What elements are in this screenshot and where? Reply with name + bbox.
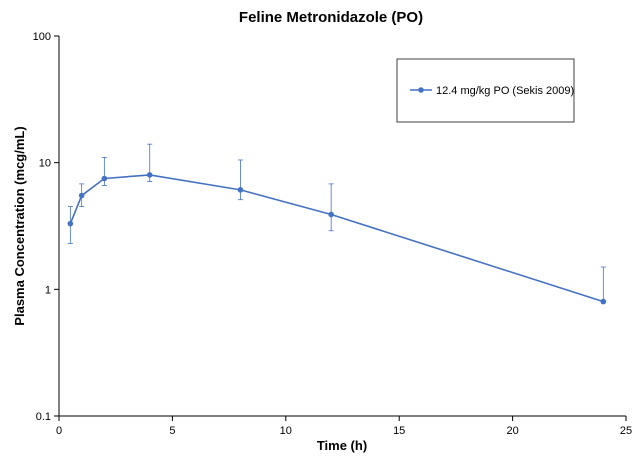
x-tick-label: 0 [56, 425, 62, 437]
data-point [78, 192, 85, 199]
axes [58, 36, 626, 417]
x-tick-label: 10 [280, 425, 292, 437]
x-axis-title: Time (h) [317, 438, 367, 453]
chart-title: Feline Metronidazole (PO) [239, 9, 423, 26]
legend-entry-label: 12.4 mg/kg PO (Sekis 2009) [436, 85, 574, 97]
plot-area [67, 143, 607, 305]
legend-marker [418, 87, 424, 93]
y-tick-label: 0.1 [36, 411, 51, 423]
y-tick-label: 10 [39, 158, 51, 170]
data-point [101, 175, 108, 182]
data-point [237, 187, 244, 193]
series-line [69, 174, 604, 303]
data-point [146, 172, 153, 178]
legend: 12.4 mg/kg PO (Sekis 2009) [396, 58, 575, 123]
ticks: 0 5 10 15 20 25 0.1 1 10 100 [33, 31, 632, 437]
y-tick-label: 1 [45, 284, 51, 296]
y-tick-label: 100 [33, 31, 51, 43]
y-axis-title: Plasma Concentration (mcg/mL) [12, 126, 27, 325]
data-point [600, 298, 607, 305]
x-tick-label: 20 [506, 425, 518, 437]
data-point [328, 211, 334, 218]
x-tick-label: 25 [620, 425, 632, 437]
data-point [67, 220, 74, 227]
x-tick-label: 15 [393, 425, 405, 437]
x-tick-label: 5 [169, 425, 175, 437]
